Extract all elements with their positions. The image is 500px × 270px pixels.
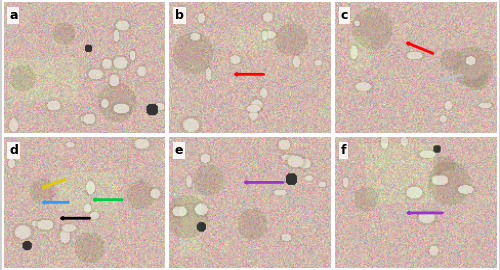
Text: d: d xyxy=(9,144,18,157)
Text: b: b xyxy=(175,9,184,22)
Text: f: f xyxy=(340,144,346,157)
Text: c: c xyxy=(340,9,348,22)
Text: a: a xyxy=(9,9,18,22)
Text: e: e xyxy=(175,144,184,157)
